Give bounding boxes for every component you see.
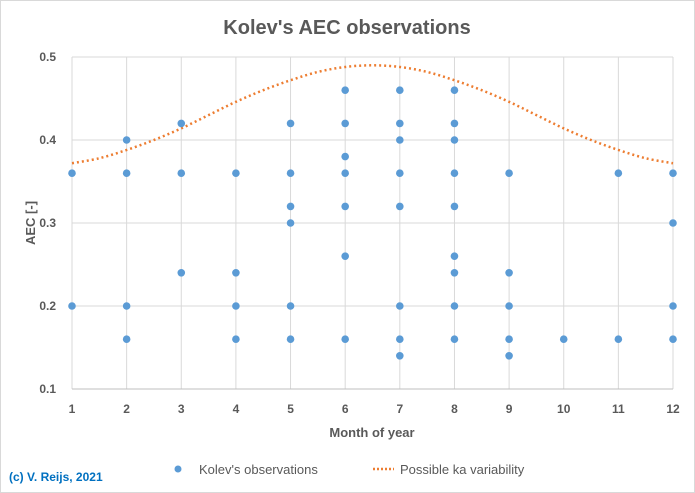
data-point bbox=[396, 335, 404, 344]
data-point bbox=[232, 169, 240, 177]
data-point bbox=[286, 219, 295, 227]
data-point bbox=[396, 352, 404, 360]
chart-title: Kolev's AEC observations bbox=[223, 17, 470, 39]
observation-points bbox=[68, 86, 677, 360]
data-point bbox=[505, 269, 513, 277]
data-point bbox=[286, 119, 295, 128]
data-point bbox=[232, 302, 240, 310]
data-point bbox=[396, 202, 404, 211]
legend: Kolev's observations Possible ka variabi… bbox=[174, 462, 525, 477]
data-point bbox=[341, 152, 349, 161]
data-point bbox=[177, 269, 186, 277]
data-point bbox=[396, 302, 404, 310]
data-point bbox=[505, 335, 513, 344]
y-tick-label: 0.4 bbox=[39, 133, 56, 147]
data-point bbox=[505, 302, 513, 310]
data-point bbox=[450, 252, 459, 260]
data-point bbox=[341, 335, 349, 344]
x-tick-label: 8 bbox=[451, 402, 458, 416]
data-point bbox=[669, 335, 677, 344]
x-tick-label: 1 bbox=[69, 402, 76, 416]
data-point bbox=[122, 302, 131, 310]
x-tick-label: 11 bbox=[612, 402, 625, 416]
data-point bbox=[341, 119, 349, 128]
data-point bbox=[450, 169, 459, 177]
data-point bbox=[450, 86, 459, 94]
data-point bbox=[396, 136, 404, 144]
x-tick-label: 12 bbox=[666, 402, 680, 416]
data-point bbox=[177, 119, 186, 128]
data-point bbox=[505, 352, 513, 360]
y-tick-label: 0.5 bbox=[39, 50, 56, 64]
ka-variability-line bbox=[71, 64, 674, 165]
data-point bbox=[286, 302, 295, 310]
data-point bbox=[68, 302, 76, 310]
x-tick-label: 2 bbox=[123, 402, 130, 416]
x-tick-label: 6 bbox=[342, 402, 349, 416]
y-tick-label: 0.3 bbox=[39, 216, 56, 230]
data-point bbox=[396, 119, 404, 128]
data-point bbox=[232, 269, 240, 277]
data-point bbox=[614, 169, 623, 177]
data-point bbox=[614, 335, 623, 344]
y-axis-label: AEC [-] bbox=[23, 201, 38, 245]
data-point bbox=[669, 219, 677, 227]
x-tick-label: 5 bbox=[287, 402, 294, 416]
legend-label-observations: Kolev's observations bbox=[199, 462, 318, 477]
data-point bbox=[122, 335, 131, 344]
legend-label-variability: Possible ka variability bbox=[400, 462, 525, 477]
data-point bbox=[177, 169, 186, 177]
x-axis-label: Month of year bbox=[329, 425, 414, 440]
y-tick-label: 0.1 bbox=[39, 382, 56, 396]
x-tick-label: 4 bbox=[233, 402, 240, 416]
data-point bbox=[341, 169, 349, 177]
data-point bbox=[505, 169, 513, 177]
data-point bbox=[559, 335, 568, 344]
x-tick-label: 9 bbox=[506, 402, 513, 416]
data-point bbox=[450, 335, 459, 344]
x-tick-label: 3 bbox=[178, 402, 185, 416]
x-tick-label: 10 bbox=[557, 402, 571, 416]
data-point bbox=[396, 169, 404, 177]
y-tick-label: 0.2 bbox=[39, 299, 56, 313]
data-point bbox=[68, 169, 76, 177]
data-point bbox=[450, 302, 459, 310]
data-point bbox=[341, 86, 349, 94]
x-tick-label: 7 bbox=[396, 402, 403, 416]
data-point bbox=[450, 202, 459, 211]
legend-marker-observations bbox=[174, 465, 182, 473]
gridlines bbox=[71, 56, 674, 390]
data-point bbox=[341, 252, 349, 260]
data-point bbox=[450, 119, 459, 128]
data-point bbox=[669, 169, 677, 177]
copyright-text: (c) V. Reijs, 2021 bbox=[9, 470, 103, 484]
data-point bbox=[341, 202, 349, 211]
data-point bbox=[122, 169, 131, 177]
data-point bbox=[396, 86, 404, 94]
data-point bbox=[286, 202, 295, 211]
x-tick-labels: 1 2 3 4 5 6 7 8 9 10 11 12 bbox=[69, 402, 680, 416]
data-point bbox=[669, 302, 677, 310]
y-tick-labels: 0.1 0.2 0.3 0.4 0.5 bbox=[39, 50, 56, 396]
data-point bbox=[450, 269, 459, 277]
data-point bbox=[122, 136, 131, 144]
data-point bbox=[286, 169, 295, 177]
data-point bbox=[232, 335, 240, 344]
data-point bbox=[450, 136, 459, 144]
data-point bbox=[286, 335, 295, 344]
